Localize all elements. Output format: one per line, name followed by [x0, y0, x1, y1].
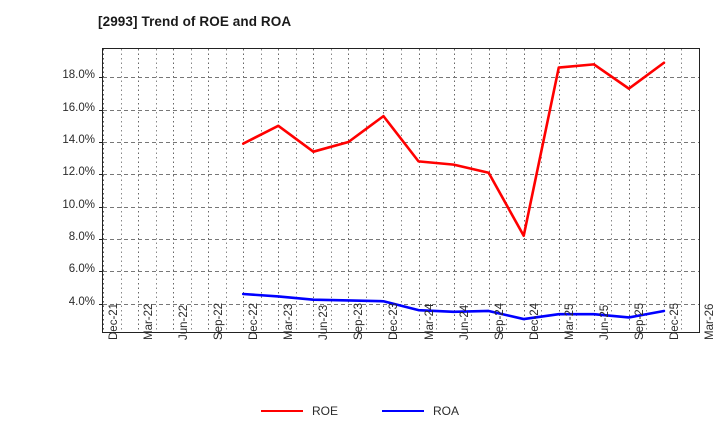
y-axis-tick-label: 6.0%: [68, 263, 95, 276]
x-axis-tick-label: Dec-25: [668, 302, 681, 340]
legend-line-swatch: [382, 410, 424, 412]
y-axis-tick-label: 16.0%: [62, 101, 95, 114]
series-line-roa: [241, 292, 666, 321]
x-axis-tick-label: Dec-23: [388, 302, 401, 340]
chart-title: [2993] Trend of ROE and ROA: [98, 14, 292, 29]
x-axis-tick-label: Mar-26: [704, 303, 716, 340]
x-axis-tick-label: Mar-22: [143, 303, 156, 340]
x-axis-tick-label: Dec-24: [528, 302, 541, 340]
x-axis-tick-label: Sep-23: [353, 302, 366, 340]
x-axis-tick-label: Jun-23: [318, 304, 331, 340]
x-axis-tick-label: Mar-23: [283, 303, 296, 340]
x-axis-tick-label: Mar-24: [423, 303, 436, 340]
x-axis-tick-label: Dec-21: [108, 302, 120, 340]
y-axis-tick-label: 18.0%: [62, 69, 95, 82]
x-axis-tick-label: Sep-25: [633, 302, 646, 340]
legend-label: ROA: [433, 404, 460, 418]
plot-frame: [102, 48, 700, 333]
chart-legend: ROE ROA: [0, 404, 720, 418]
x-axis-tick-label: Sep-24: [493, 302, 506, 340]
y-axis-tick-label: 14.0%: [62, 133, 95, 146]
y-axis-tick-label: 10.0%: [62, 198, 95, 211]
y-axis-tick-label: 8.0%: [68, 231, 95, 243]
y-axis-tick-label: 4.0%: [68, 295, 95, 308]
x-axis-tick-label: Jun-22: [178, 304, 191, 340]
legend-label: ROE: [311, 404, 338, 418]
x-axis-tick-label: Mar-25: [563, 303, 576, 340]
series-line-roe: [241, 61, 666, 238]
y-axis-tick-label: 12.0%: [62, 166, 95, 179]
data-series-group: [241, 61, 666, 321]
x-axis-tick-label: Jun-25: [598, 304, 611, 340]
x-axis-tick-label: Dec-22: [248, 302, 261, 340]
legend-line-swatch: [260, 410, 303, 412]
x-axis-tick-label: Sep-22: [213, 302, 226, 340]
legend-item-roa[interactable]: ROA: [382, 404, 459, 418]
legend-item-roe[interactable]: ROE: [260, 404, 338, 418]
x-axis-tick-label: Jun-24: [458, 304, 471, 340]
gridlines: [99, 49, 700, 332]
